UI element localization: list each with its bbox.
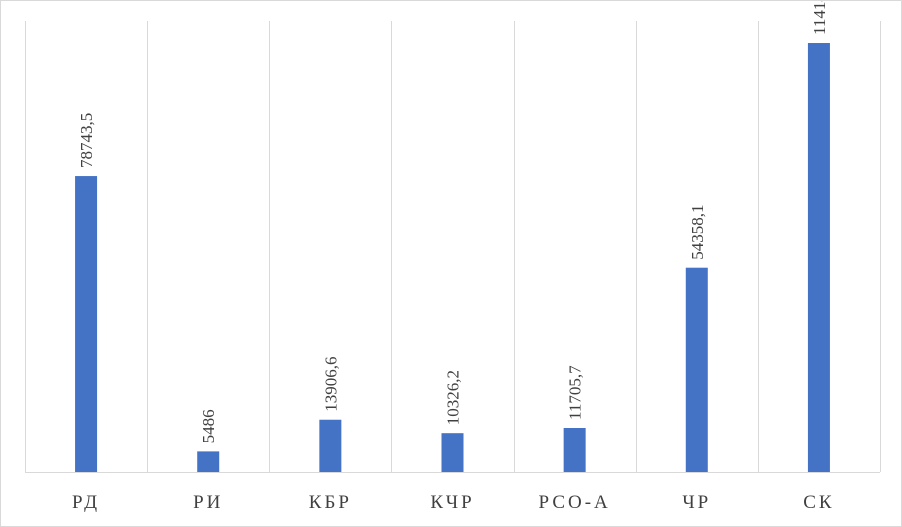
bar-1 bbox=[197, 451, 220, 472]
data-label-3: 10326,2 bbox=[444, 370, 463, 425]
grid-layer bbox=[25, 21, 881, 473]
tick-label-3: КЧР bbox=[430, 492, 474, 513]
bar-0 bbox=[75, 176, 98, 473]
data-label-5: 54358,1 bbox=[688, 204, 707, 259]
data-label-layer: 78743,5 5486 13906,6 10326,2 11705,7 54358,1 1… bbox=[77, 1, 829, 443]
bar-5 bbox=[685, 267, 708, 472]
tick-label-2: КБР bbox=[309, 492, 352, 513]
tick-label-4: РСО-А bbox=[539, 492, 611, 513]
data-label-2: 13906,6 bbox=[321, 356, 340, 411]
bar-2 bbox=[319, 419, 342, 472]
bar-6 bbox=[807, 43, 830, 472]
data-label-0: 78743,5 bbox=[77, 113, 96, 168]
tick-label-0: РД bbox=[72, 492, 100, 513]
tick-label-1: РИ bbox=[193, 492, 223, 513]
tick-label-5: ЧР bbox=[682, 492, 711, 513]
data-label-1: 5486 bbox=[199, 409, 218, 443]
tick-label-6: СК bbox=[803, 492, 834, 513]
bar-layer bbox=[75, 43, 830, 473]
x-axis-tick-layer: РД РИ КБР КЧР РСО-А ЧР СК bbox=[72, 492, 834, 513]
data-label-4: 11705,7 bbox=[566, 365, 585, 420]
bar-3 bbox=[441, 433, 464, 472]
data-label-6: 114140,7 bbox=[810, 1, 829, 35]
bar-4 bbox=[563, 428, 586, 472]
